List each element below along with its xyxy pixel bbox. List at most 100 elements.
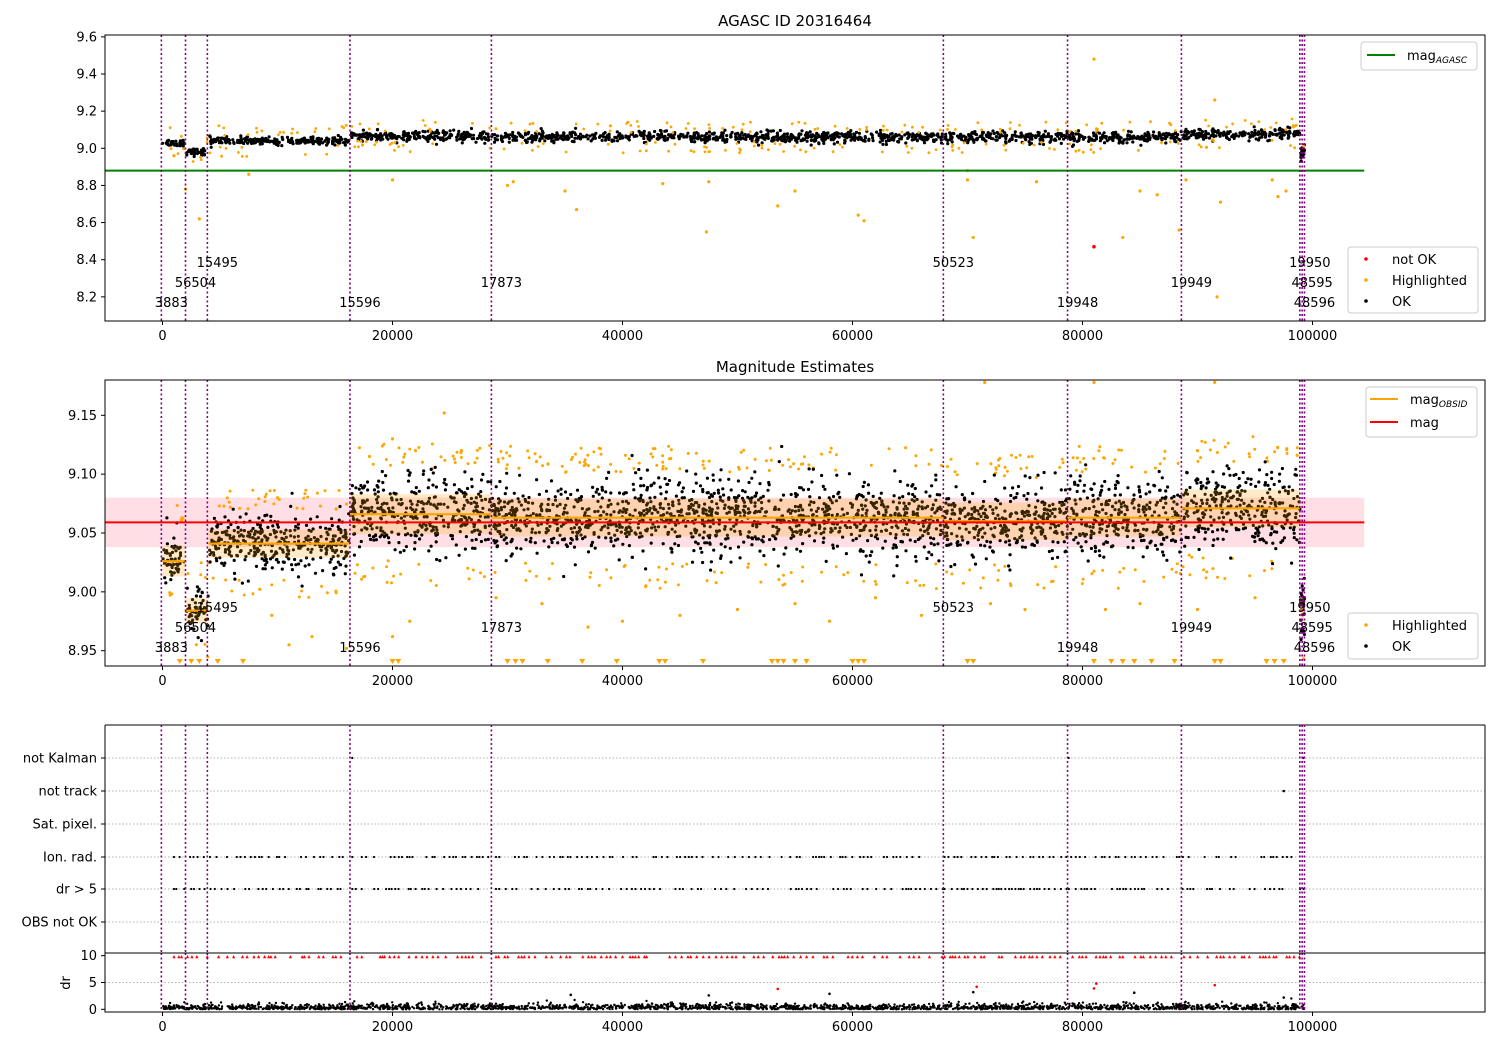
p2-ok-point [1053,471,1057,475]
p2-ok-point [629,529,633,533]
p2-ok-point [1117,499,1121,503]
p2-ok-point [1047,549,1051,554]
p1-ok-point [1209,134,1213,138]
p2-ok-point [674,523,678,527]
p2-ok-point [1030,523,1034,527]
p1-highlighted-point [1077,148,1081,152]
p2-ok-point [894,545,898,550]
p2-ok-point [204,606,208,610]
p1-highlighted-point [793,144,796,148]
p2-ok-point [687,512,691,516]
p1-ok-point [946,142,950,146]
p2-ok-point [905,507,909,511]
p2-ok-point [544,489,549,493]
p2-ok-point [879,491,883,495]
p2-ok-point [1007,564,1011,568]
p1-ok-point [1253,128,1257,133]
p2-ok-point [970,553,974,557]
p2-ok-point [330,523,334,528]
p1-highlighted-point [950,145,954,149]
p2-highlighted-point [1174,570,1178,574]
p1-ok-point [361,132,365,136]
p2-highlighted-point [1205,570,1209,574]
p2-ok-point [470,538,474,542]
p1-ok-point [741,136,745,140]
p1-ok-point [705,131,709,136]
p1-ok-point [209,142,213,146]
p2-ok-point [367,533,372,538]
p2-ok-point [336,554,340,558]
p2-ok-point [474,496,478,500]
p1-ok-point [1000,134,1004,138]
p2-highlighted-point [1204,576,1208,580]
p1-ok-point [528,136,533,140]
p2-ok-point [256,536,260,540]
p2-ok-point [640,534,644,538]
p2-ok-point [344,564,348,568]
p2-highlighted-points [168,380,1306,661]
p2-ok-point [365,498,369,502]
p2-ok-point [577,526,582,530]
p2-ok-point [458,530,462,534]
p2-ok-point [256,530,260,534]
p2-ok-point [703,502,707,506]
p1-highlighted-point [208,151,212,155]
p2-ok-point [831,546,836,550]
p1-obsid-label: 15596 [339,296,380,311]
p2-ok-point [664,490,669,494]
panel-agasc-magnitude: AGASC ID 20316464 3883565041549515596178… [76,12,1486,344]
p2-ok-point [165,549,169,553]
p1-highlighted-point [1095,127,1098,131]
p1-ok-point [1232,134,1236,138]
p1-ok-point [667,133,671,137]
p2-ok-point [758,549,762,553]
p2-highlighted-point [401,460,405,464]
p2-ok-point [346,551,350,555]
p2-highlighted-point [251,488,255,492]
p2-ok-point [553,498,558,502]
p2-ok-point [483,525,487,530]
p2-ok-point [716,506,720,510]
p2-ok-point [630,453,634,458]
p2-ok-point [964,527,968,531]
p2-highlighted-point [527,456,531,460]
p2-ok-point [793,492,798,496]
p2-highlighted-point [353,571,357,575]
p2-ok-point [304,523,309,528]
p2-highlighted-point [919,613,924,617]
p1-highlighted-point [845,126,849,130]
p2-ok-point [361,486,365,490]
p1-ok-point [423,130,427,134]
p2-ok-point [487,524,491,528]
p2-ok-point [738,529,742,534]
p2-highlighted-point [583,460,586,464]
p2-ok-point [860,514,864,518]
p2-ok-point [427,549,431,553]
p2-ok-point [510,539,514,543]
p2-ok-point [991,508,995,512]
p2-ok-point [661,507,666,511]
p2-highlighted-point [315,491,319,495]
p2-ok-point [247,551,251,556]
p2-ok-point [680,490,684,494]
p2-ok-point [810,480,814,484]
p2-ok-point [434,517,438,521]
p2-ok-point [648,496,652,500]
p2-ok-point [646,501,650,505]
p2-highlighted-point [318,504,322,508]
p2-highlighted-point [874,582,878,586]
p1-ok-point [714,135,719,139]
p2-highlighted-point [397,446,401,450]
p2-highlighted-point [1092,457,1096,460]
p1-ok-point [436,136,440,140]
p2-ok-point [254,537,258,541]
p2-ok-point [776,564,780,568]
p2-ok-point [475,504,479,508]
p2-ok-point [1050,549,1054,553]
p1-ok-point [979,134,984,138]
p2-ok-point [972,535,977,540]
p2-ok-point [220,561,224,565]
p1-ok-point [185,153,189,157]
p2-ok-point [331,537,335,541]
p1-highlighted-point [905,144,909,148]
